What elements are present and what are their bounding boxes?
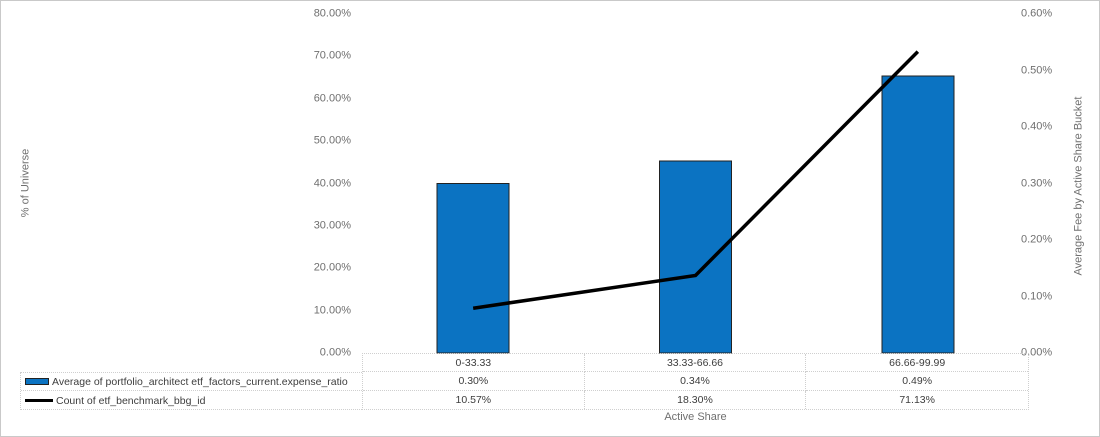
legend-series-name: Count of etf_benchmark_bbg_id [56, 394, 206, 407]
line-series [472, 50, 920, 310]
table-value-line: 10.57% [363, 390, 585, 409]
right-axis-tick-label: 0.10% [1021, 290, 1053, 302]
left-axis-tick-label: 50.00% [313, 134, 351, 147]
left-axis-tick-label: 30.00% [313, 219, 351, 232]
table-value-line: 71.13% [899, 393, 935, 406]
left-axis-tick-label: 80.00% [313, 7, 351, 20]
bar-33.33-66.66 [659, 160, 732, 354]
right-axis-tick-label: 0.00% [1021, 346, 1053, 359]
category-label: 66.66-99.99 [806, 354, 1028, 373]
line-series-swatch-icon [25, 399, 53, 402]
x-axis-title: Active Share [664, 411, 727, 423]
left-axis-tick-label: 60.00% [313, 92, 351, 105]
table-value-bar: 0.30% [363, 372, 585, 391]
table-value-line: 18.30% [585, 390, 807, 409]
bar-66.66-99.99 [881, 75, 955, 354]
right-axis-tick-label: 0.30% [1021, 177, 1053, 189]
table-value-bar: 0.34% [584, 372, 807, 391]
left-axis-tick-label: 0.00% [319, 346, 351, 359]
left-axis-tick-label: 70.00% [313, 49, 351, 62]
data-table: 0-33.33 33.33-66.66 66.66-99.99 0.30% 0.34% 0… [362, 353, 1029, 410]
bar-0-33.33 [436, 183, 510, 354]
bar-series-swatch-icon [25, 378, 49, 385]
category-label: 33.33-66.66 [584, 354, 807, 373]
legend-item-bar: Average of portfolio_architect etf_facto… [21, 373, 362, 391]
left-axis-tick-label: 10.00% [313, 304, 351, 317]
right-axis-tick-label: 0.40% [1021, 120, 1053, 133]
right-axis-tick-label: 0.20% [1021, 233, 1053, 246]
table-value-bar: 0.49% [806, 372, 1028, 391]
legend-item-line: Count of etf_benchmark_bbg_id [21, 391, 362, 410]
left-axis-tick-label: 20.00% [313, 261, 351, 274]
category-label: 0-33.33 [363, 354, 585, 373]
legend-table: Average of portfolio_architect etf_facto… [20, 372, 362, 410]
left-axis-tick-label: 40.00% [313, 177, 351, 189]
right-axis-tick-label: 0.50% [1021, 64, 1053, 76]
legend-series-name: Average of portfolio_architect etf_facto… [52, 375, 348, 388]
right-axis-tick-label: 0.60% [1021, 7, 1053, 20]
